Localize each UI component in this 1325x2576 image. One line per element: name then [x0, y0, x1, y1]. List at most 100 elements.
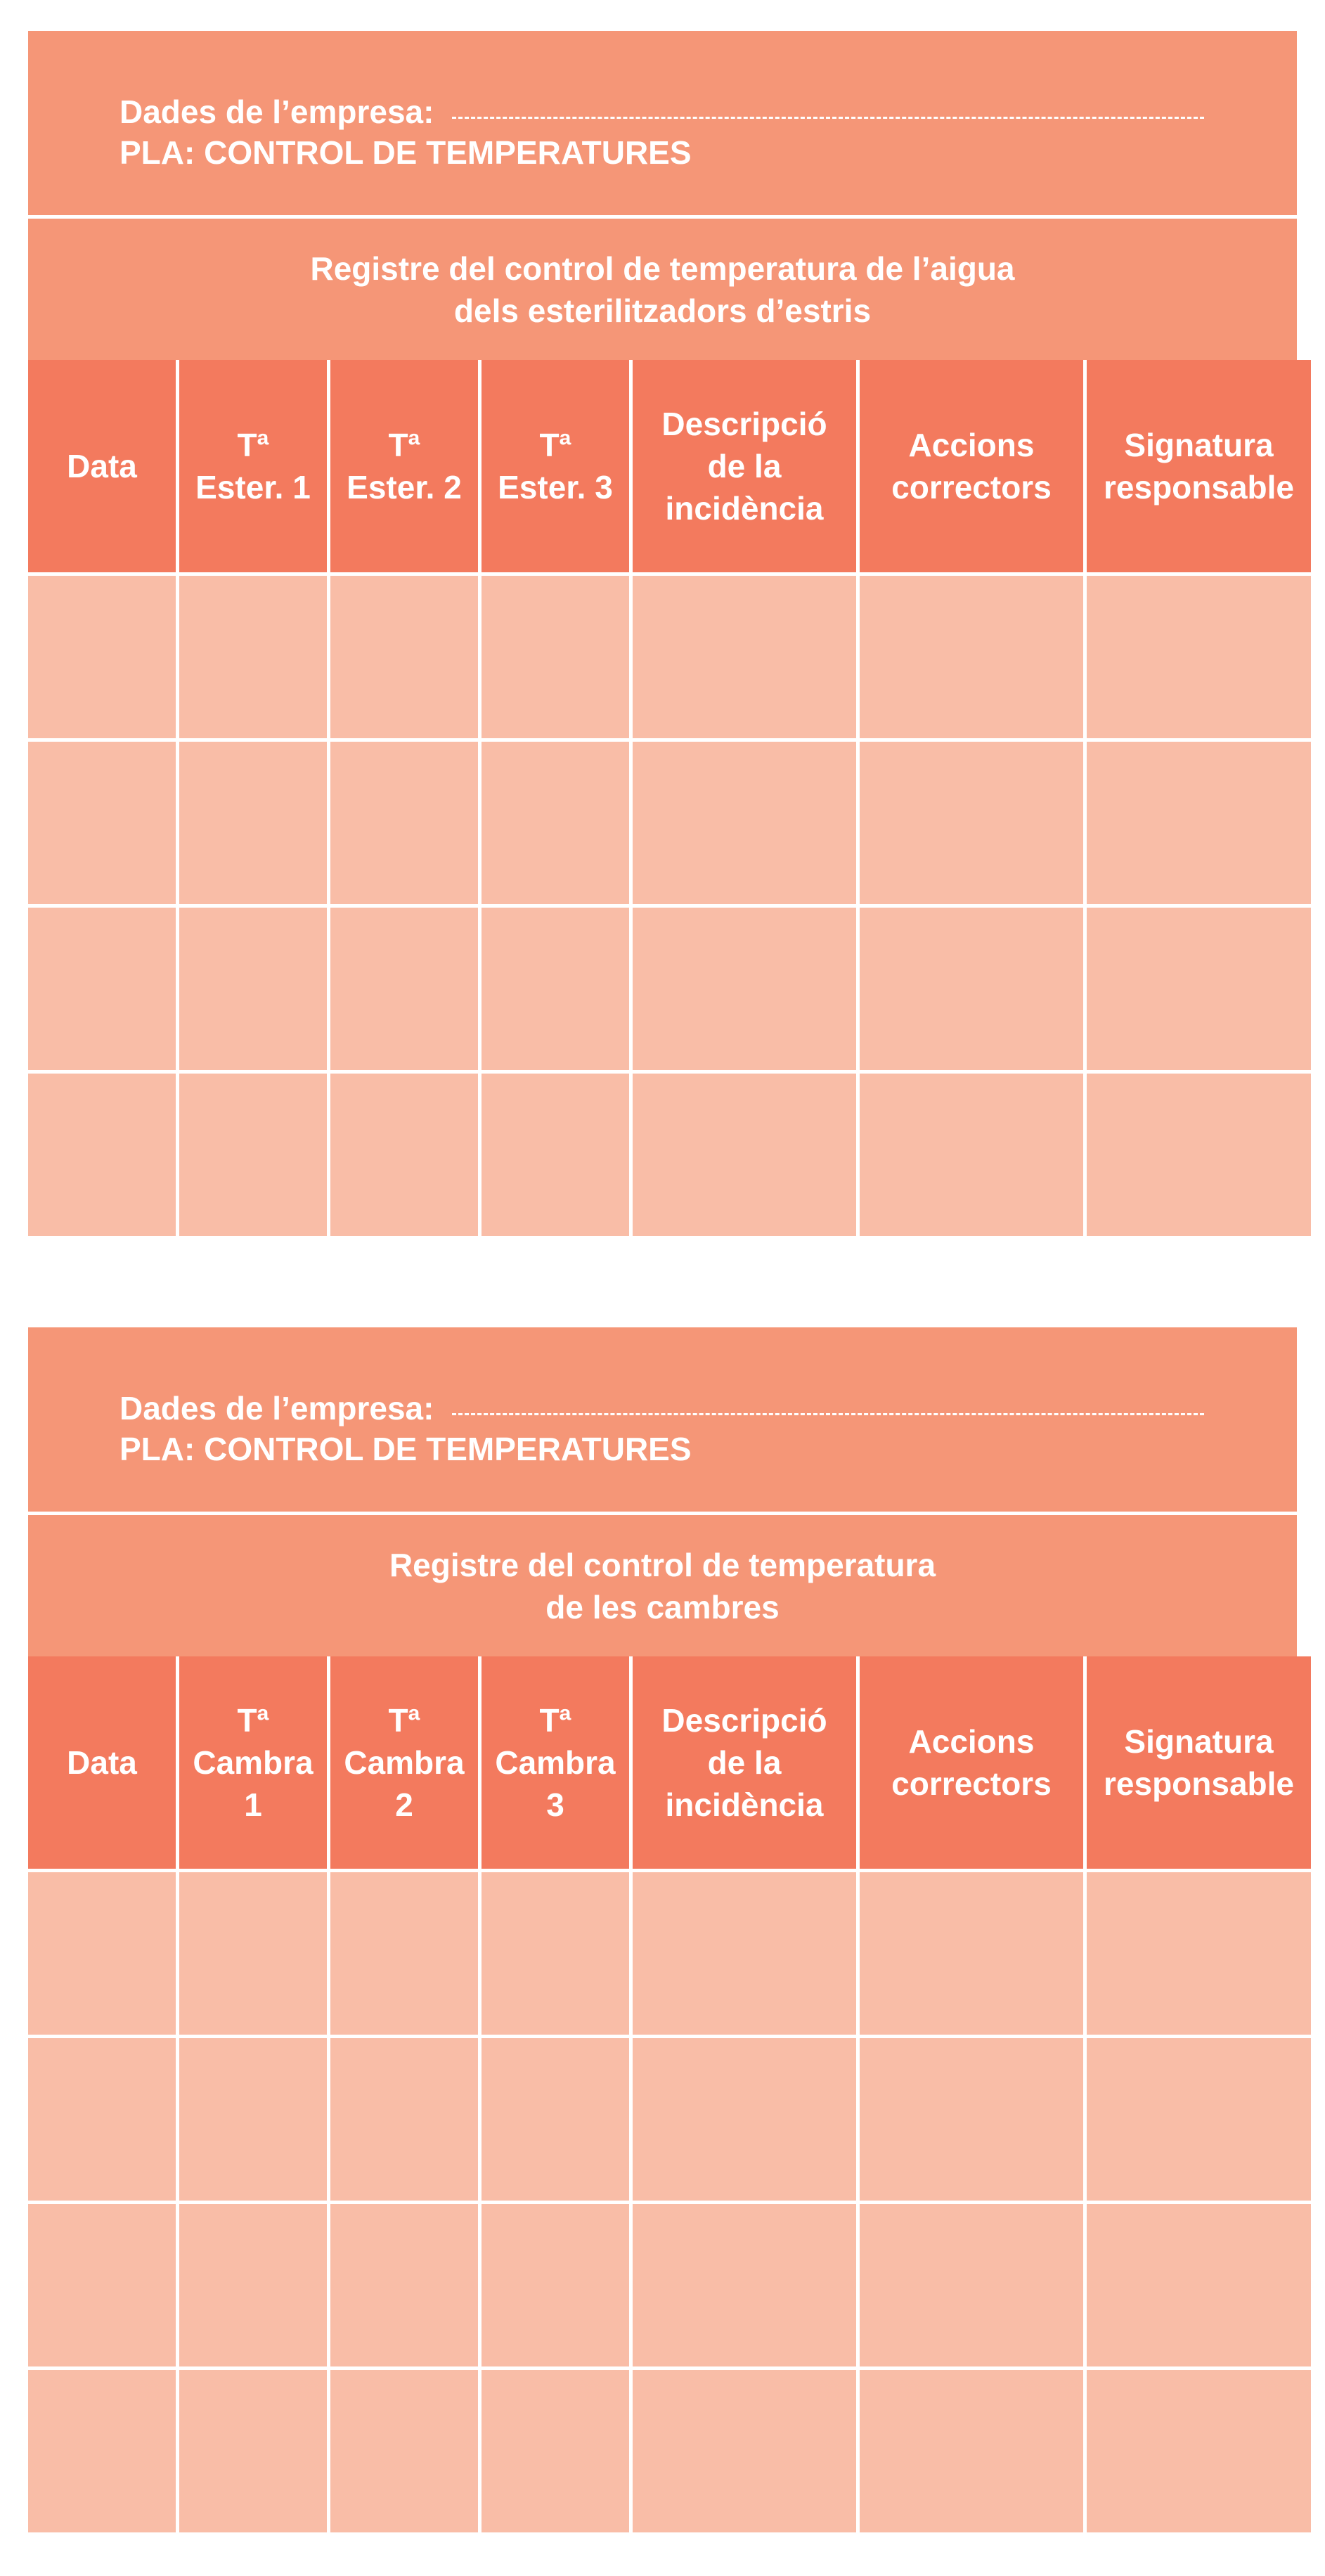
column-header-corrective-actions: Accions correctors: [860, 360, 1083, 572]
table-cell[interactable]: [330, 576, 478, 738]
header-text: Cambra: [495, 1744, 616, 1781]
table-cell[interactable]: [179, 2370, 327, 2532]
header-text: correctors: [891, 469, 1052, 505]
column-header-temp-chamber-3: Tª Cambra 3: [481, 1656, 629, 1869]
header-text: Accions: [908, 427, 1035, 463]
company-data-row: Dades de l’empresa:: [119, 1389, 1205, 1427]
header-text: Signatura: [1124, 427, 1274, 463]
header-text: responsable: [1104, 1765, 1294, 1802]
column-header-temp-ster-1: Tª Ester. 1: [179, 360, 327, 572]
company-data-field[interactable]: [452, 1412, 1205, 1415]
table-cell[interactable]: [860, 742, 1083, 904]
table-cell[interactable]: [28, 2204, 176, 2366]
form-title: Registre del control de temperatura de l…: [28, 219, 1297, 360]
company-data-label: Dades de l’empresa:: [119, 1390, 434, 1427]
table-cell[interactable]: [633, 2370, 856, 2532]
form-title-line: dels esterilitzadors d’estris: [453, 292, 872, 329]
column-header-corrective-actions: Accions correctors: [860, 1656, 1083, 1869]
table-cell[interactable]: [860, 576, 1083, 738]
header-text: de la: [707, 448, 782, 484]
table-cell[interactable]: [481, 2038, 629, 2201]
form-title-line: Registre del control de temperatura: [389, 1546, 936, 1583]
column-header-temp-chamber-1: Tª Cambra 1: [179, 1656, 327, 1869]
header-text: incidència: [665, 1786, 824, 1823]
column-header-signature: Signatura responsable: [1087, 1656, 1311, 1869]
company-data-field[interactable]: [452, 116, 1205, 119]
table-cell[interactable]: [1087, 908, 1311, 1070]
header-text: Cambra: [193, 1744, 314, 1781]
table-cell[interactable]: [860, 2204, 1083, 2366]
header-text: Tª: [237, 427, 269, 463]
table-cell[interactable]: [860, 1872, 1083, 2035]
table-cell[interactable]: [633, 2204, 856, 2366]
table-cell[interactable]: [28, 2370, 176, 2532]
table-cell[interactable]: [179, 2038, 327, 2201]
header-text: incidència: [665, 490, 824, 527]
table-cell[interactable]: [1087, 2370, 1311, 2532]
table-cell[interactable]: [1087, 2038, 1311, 2201]
form-sterilizers: Dades de l’empresa: PLA: CONTROL DE TEMP…: [28, 31, 1311, 1236]
header-text: Data: [67, 1744, 137, 1781]
table-cell[interactable]: [481, 1074, 629, 1236]
header-text: Tª: [388, 1702, 420, 1739]
table-cell[interactable]: [179, 1074, 327, 1236]
company-header: Dades de l’empresa: PLA: CONTROL DE TEMP…: [28, 31, 1297, 215]
column-header-temp-ster-2: Tª Ester. 2: [330, 360, 478, 572]
plan-label: PLA: CONTROL DE TEMPERATURES: [119, 134, 692, 171]
header-text: Tª: [539, 1702, 571, 1739]
table-cell[interactable]: [330, 2204, 478, 2366]
table-cell[interactable]: [633, 742, 856, 904]
table-cell[interactable]: [179, 742, 327, 904]
table-cell[interactable]: [860, 2370, 1083, 2532]
table-cell[interactable]: [28, 1872, 176, 2035]
table-cell[interactable]: [1087, 742, 1311, 904]
table-cell[interactable]: [860, 1074, 1083, 1236]
table-cell[interactable]: [28, 576, 176, 738]
table-cell[interactable]: [481, 908, 629, 1070]
table-cell[interactable]: [481, 742, 629, 904]
header-text: Cambra: [344, 1744, 465, 1781]
table-cell[interactable]: [481, 1872, 629, 2035]
company-data-label: Dades de l’empresa:: [119, 94, 434, 130]
table-cell[interactable]: [633, 576, 856, 738]
table-cell[interactable]: [28, 2038, 176, 2201]
header-text: Tª: [388, 427, 420, 463]
table-cell[interactable]: [179, 576, 327, 738]
header-text: Accions: [908, 1723, 1035, 1760]
table-cell[interactable]: [1087, 1872, 1311, 2035]
table-cell[interactable]: [481, 2370, 629, 2532]
table-cell[interactable]: [28, 908, 176, 1070]
table-cell[interactable]: [860, 908, 1083, 1070]
column-header-incident-description: Descripció de la incidència: [633, 1656, 856, 1869]
table-cell[interactable]: [633, 2038, 856, 2201]
header-text: 1: [244, 1786, 262, 1823]
table-cell[interactable]: [330, 1074, 478, 1236]
table-cell[interactable]: [330, 2038, 478, 2201]
table-cell[interactable]: [28, 742, 176, 904]
header-text: Descripció: [661, 1702, 827, 1739]
table-cell[interactable]: [330, 1872, 478, 2035]
header-text: correctors: [891, 1765, 1052, 1802]
header-text: Tª: [539, 427, 571, 463]
table-cell[interactable]: [330, 2370, 478, 2532]
plan-label: PLA: CONTROL DE TEMPERATURES: [119, 1431, 692, 1467]
header-text: Signatura: [1124, 1723, 1274, 1760]
header-text: Ester. 2: [347, 469, 462, 505]
table-cell[interactable]: [481, 2204, 629, 2366]
table-cell[interactable]: [330, 908, 478, 1070]
table-cell[interactable]: [633, 1074, 856, 1236]
table-cell[interactable]: [860, 2038, 1083, 2201]
table-cell[interactable]: [179, 1872, 327, 2035]
table-cell[interactable]: [633, 908, 856, 1070]
table-cell[interactable]: [1087, 2204, 1311, 2366]
header-text: 2: [395, 1786, 413, 1823]
table-cell[interactable]: [1087, 1074, 1311, 1236]
table-cell[interactable]: [330, 742, 478, 904]
table-cell[interactable]: [633, 1872, 856, 2035]
table-cell[interactable]: [1087, 576, 1311, 738]
table-cell[interactable]: [28, 1074, 176, 1236]
table-cell[interactable]: [481, 576, 629, 738]
table-cell[interactable]: [179, 908, 327, 1070]
table-cell[interactable]: [179, 2204, 327, 2366]
company-header: Dades de l’empresa: PLA: CONTROL DE TEMP…: [28, 1327, 1297, 1512]
